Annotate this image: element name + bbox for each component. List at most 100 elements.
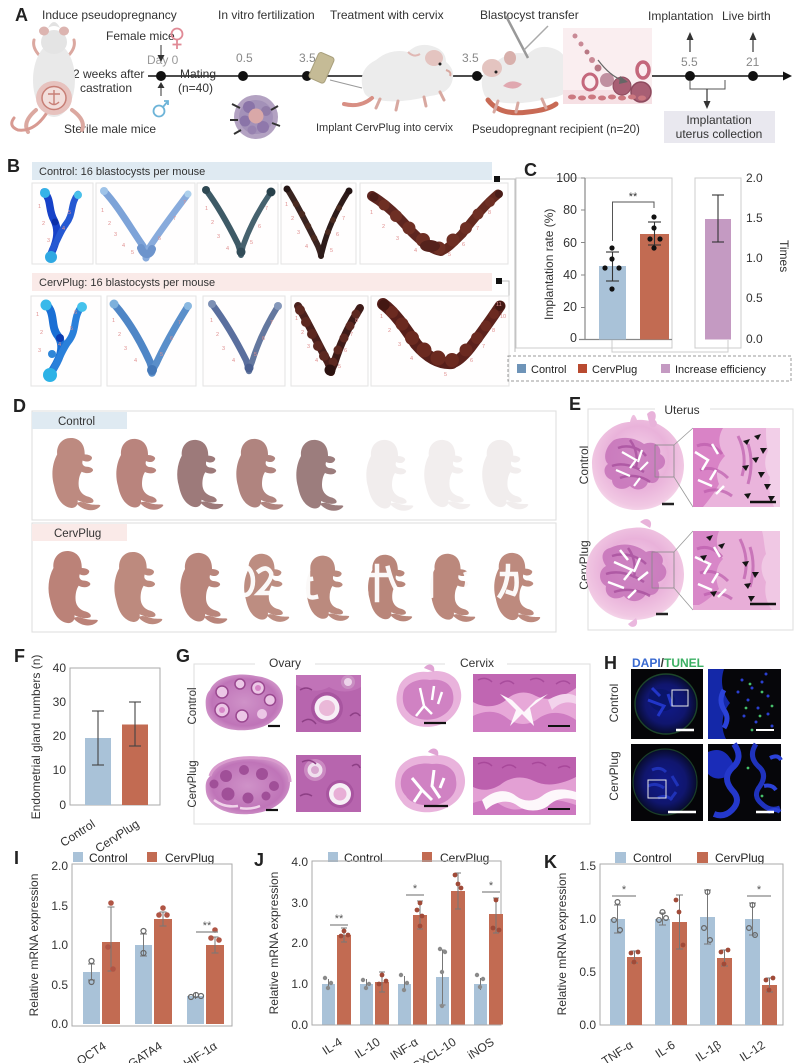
svg-text:6: 6 — [158, 236, 161, 242]
svg-text:CervPlug: CervPlug — [165, 851, 214, 865]
svg-text:**: ** — [629, 191, 638, 203]
svg-text:100: 100 — [556, 171, 577, 185]
svg-text:2: 2 — [118, 332, 121, 338]
svg-text:**: ** — [335, 913, 344, 925]
svg-text:0.0: 0.0 — [579, 1018, 596, 1032]
svg-text:Mating: Mating — [180, 67, 216, 81]
svg-text:1.0: 1.0 — [291, 977, 308, 991]
svg-text:TNF-α: TNF-α — [599, 1038, 635, 1063]
svg-text:1: 1 — [101, 208, 104, 214]
svg-text:(n=40): (n=40) — [178, 81, 213, 95]
svg-text:1: 1 — [38, 204, 41, 210]
svg-text:2: 2 — [42, 221, 45, 227]
svg-text:Control: Control — [58, 817, 98, 850]
svg-text:5: 5 — [70, 326, 73, 332]
svg-text:5.5: 5.5 — [681, 55, 698, 69]
svg-text:3: 3 — [114, 232, 117, 238]
svg-text:40: 40 — [53, 661, 67, 675]
svg-text:Implantation rate (%): Implantation rate (%) — [542, 209, 556, 320]
svg-text:1: 1 — [36, 312, 39, 318]
svg-text:3: 3 — [396, 236, 399, 242]
svg-text:4: 4 — [134, 358, 137, 364]
svg-text:Control: Control — [58, 416, 95, 428]
svg-text:2.0: 2.0 — [746, 171, 763, 185]
svg-text:IL-4: IL-4 — [320, 1035, 345, 1058]
svg-text:6: 6 — [262, 336, 265, 342]
svg-text:3: 3 — [398, 342, 401, 348]
svg-text:G: G — [176, 646, 190, 666]
svg-text:castration: castration — [80, 81, 132, 95]
svg-text:6: 6 — [344, 348, 347, 354]
svg-text:CervPlug: 16 blastocysts per m: CervPlug: 16 blastocysts per mouse — [39, 277, 215, 289]
svg-text:6: 6 — [336, 232, 339, 238]
svg-text:3: 3 — [217, 234, 220, 240]
svg-text:1: 1 — [285, 202, 288, 208]
svg-text:1: 1 — [380, 314, 383, 320]
svg-text:CervPlug: CervPlug — [607, 751, 621, 800]
svg-text:4.0: 4.0 — [291, 855, 308, 869]
svg-text:3: 3 — [124, 346, 127, 352]
svg-text:IL-6: IL-6 — [653, 1038, 678, 1061]
svg-text:4: 4 — [305, 244, 308, 250]
svg-text:B: B — [7, 156, 20, 176]
svg-text:K: K — [544, 852, 557, 872]
svg-text:1: 1 — [112, 318, 115, 324]
svg-text:4: 4 — [414, 248, 417, 254]
svg-text:7: 7 — [476, 226, 479, 232]
svg-text:11: 11 — [496, 302, 502, 308]
svg-text:1: 1 — [210, 318, 213, 324]
svg-text:30: 30 — [53, 695, 67, 709]
svg-text:2 weeks after: 2 weeks after — [73, 67, 144, 81]
svg-text:Relative mRNA expression: Relative mRNA expression — [555, 873, 569, 1016]
svg-text:GATA4: GATA4 — [125, 1039, 164, 1063]
svg-text:3.0: 3.0 — [291, 896, 308, 910]
svg-text:4: 4 — [58, 342, 61, 348]
svg-text:8: 8 — [488, 210, 491, 216]
svg-text:7: 7 — [178, 320, 181, 326]
svg-text:2.0: 2.0 — [291, 936, 308, 950]
svg-text:1.5: 1.5 — [746, 211, 763, 225]
svg-text:Implantation: Implantation — [686, 113, 751, 127]
svg-text:10: 10 — [53, 763, 67, 777]
svg-text:1: 1 — [370, 210, 373, 216]
svg-text:4: 4 — [410, 356, 413, 362]
svg-text:60: 60 — [563, 236, 577, 250]
svg-text:Control: Control — [633, 851, 672, 865]
svg-text:Female mice: Female mice — [106, 29, 175, 43]
svg-text:H: H — [604, 653, 617, 673]
svg-text:I: I — [14, 848, 19, 868]
svg-text:7: 7 — [265, 206, 268, 212]
svg-text:8: 8 — [355, 318, 358, 324]
svg-text:A: A — [15, 5, 28, 25]
svg-text:7: 7 — [173, 216, 176, 222]
svg-text:Endometrial gland numbers (n): Endometrial gland numbers (n) — [29, 655, 43, 820]
svg-text:Control: Control — [187, 687, 199, 724]
svg-text:2: 2 — [108, 221, 111, 227]
svg-text:6: 6 — [462, 242, 465, 248]
svg-text:1.5: 1.5 — [579, 859, 596, 873]
svg-text:6: 6 — [258, 224, 261, 230]
svg-text:1.5: 1.5 — [51, 899, 68, 913]
svg-text:Induce pseudopregnancy: Induce pseudopregnancy — [42, 8, 177, 22]
svg-text:1.0: 1.0 — [579, 912, 596, 926]
svg-text:5: 5 — [444, 372, 447, 378]
svg-text:E: E — [569, 394, 581, 414]
svg-text:**: ** — [203, 920, 212, 932]
svg-text:CervPlug: CervPlug — [187, 760, 199, 807]
svg-text:6: 6 — [470, 358, 473, 364]
svg-text:80: 80 — [563, 203, 577, 217]
svg-text:*: * — [489, 880, 494, 892]
svg-text:0.0: 0.0 — [746, 332, 763, 346]
svg-text:5: 5 — [68, 210, 71, 216]
svg-text:1.0: 1.0 — [51, 938, 68, 952]
svg-text:2: 2 — [216, 332, 219, 338]
svg-text:Control: Control — [531, 364, 566, 376]
svg-text:Day 0: Day 0 — [147, 53, 179, 67]
svg-text:5: 5 — [160, 352, 163, 358]
svg-text:*: * — [413, 883, 418, 895]
svg-text:Implantation: Implantation — [648, 9, 713, 23]
svg-text:2: 2 — [40, 330, 43, 336]
svg-text:OCT4: OCT4 — [74, 1039, 109, 1063]
svg-text:Control: Control — [607, 684, 621, 723]
svg-text:3.5: 3.5 — [462, 51, 479, 65]
